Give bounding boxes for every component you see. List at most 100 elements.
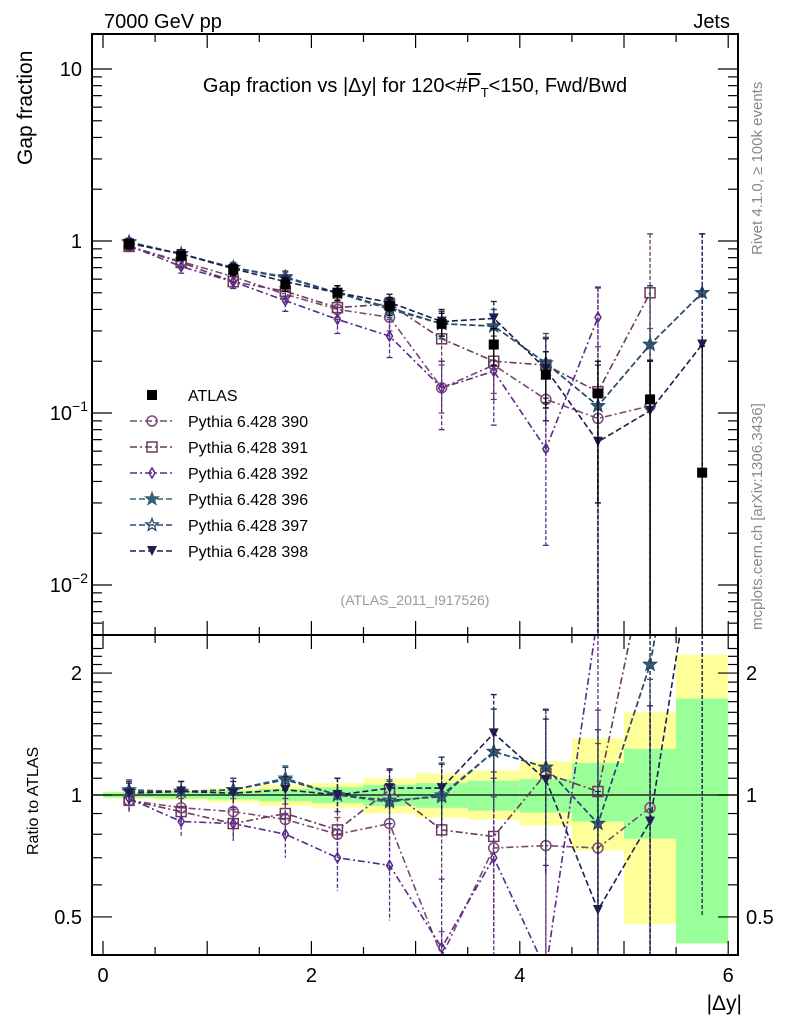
data-point <box>594 310 602 324</box>
data-point <box>697 467 708 478</box>
ratio-series-layer <box>121 634 706 955</box>
ratio-point <box>277 771 294 787</box>
ratio-point <box>281 827 290 841</box>
ratio-point <box>279 807 292 820</box>
legend-marker <box>148 466 156 480</box>
legend: ATLAS Pythia 6.428 390 Pythia 6.428 391 Pyt… <box>130 388 308 561</box>
ratio-point <box>489 851 498 865</box>
legend-label: Pythia 6.428 392 <box>188 466 308 483</box>
series-line <box>128 244 599 451</box>
ratio-point <box>124 788 135 799</box>
ratio-y-tick-label-right: 1 <box>746 785 757 807</box>
data-point <box>645 394 656 405</box>
legend-entry: Pythia 6.428 396 <box>130 490 308 509</box>
x-tick-label: 2 <box>306 965 317 987</box>
ratio-point <box>540 774 551 785</box>
ratio-y-tick-label: 1 <box>71 785 82 807</box>
series-line <box>128 241 703 408</box>
data-point <box>437 381 446 395</box>
legend-label: Pythia 6.428 391 <box>188 440 308 457</box>
ratio-point <box>590 815 606 831</box>
ratio-point <box>385 858 394 872</box>
data-point <box>540 369 551 380</box>
ratio-point <box>592 905 603 916</box>
legend-entry: ATLAS <box>147 388 238 405</box>
series-pythia-6-428-396 <box>121 233 711 635</box>
x-tick-label: 0 <box>97 965 108 987</box>
legend-label: Pythia 6.428 390 <box>188 414 308 431</box>
data-point <box>228 264 239 275</box>
legend-entry: Pythia 6.428 397 <box>130 516 308 535</box>
data-point <box>488 339 499 350</box>
ratio-point <box>645 816 656 827</box>
ratio-point <box>331 824 344 836</box>
main-title: Gap fraction vs |Δy| for 120<#PT<150, Fw… <box>203 75 627 100</box>
y-tick-label: 1 <box>71 231 82 253</box>
ratio-point <box>229 817 238 831</box>
y-axis-label-main: Gap fraction <box>14 51 37 165</box>
header-left: 7000 GeV pp <box>104 11 222 33</box>
ratio-series-pythia-6-428-397 <box>121 634 706 955</box>
ratio-y-tick-label: 2 <box>71 663 82 685</box>
data-point <box>177 260 186 274</box>
main-series-layer <box>121 233 711 636</box>
data-point <box>333 312 342 326</box>
ratio-point <box>333 851 342 865</box>
ratio-point <box>228 788 239 799</box>
data-point <box>176 250 187 261</box>
legend-entry: Pythia 6.428 391 <box>130 440 308 457</box>
ratio-series-pythia-6-428-396 <box>121 634 706 955</box>
legend-marker <box>147 390 157 400</box>
ratio-y-tick-label-right: 0.5 <box>746 907 774 929</box>
ratio-point <box>176 786 187 797</box>
ratio-point <box>488 728 499 739</box>
title-sub: T <box>481 85 489 100</box>
data-point <box>436 318 447 329</box>
data-point <box>697 339 708 350</box>
data-point <box>229 275 238 289</box>
series-line <box>128 245 651 393</box>
title-suffix: <150, Fwd/Bwd <box>489 75 627 97</box>
legend-label: ATLAS <box>188 388 238 405</box>
ratio-point <box>280 784 291 795</box>
ratio-point <box>485 743 502 759</box>
y-tick-label: 10 <box>60 59 82 81</box>
data-point <box>384 300 395 311</box>
x-tick-label: 4 <box>514 965 525 987</box>
analysis-annotation: (ATLAS_2011_I917526) <box>341 592 490 608</box>
legend-marker <box>144 490 160 506</box>
ratio-point <box>177 815 186 828</box>
ratio-y-tick-label-right: 2 <box>746 663 757 685</box>
legend-marker <box>144 516 160 532</box>
mcplots-label: mcplots.cern.ch [arXiv:1306.3436] <box>749 403 766 630</box>
ratio-point <box>437 941 446 955</box>
series-pythia-6-428-397 <box>121 233 711 635</box>
ratio-line <box>129 635 657 826</box>
series-pythia-6-428-392 <box>125 239 602 635</box>
legend-entry: Pythia 6.428 390 <box>130 414 308 431</box>
ratio-line <box>128 635 596 955</box>
ratio-series-pythia-6-428-398 <box>124 634 706 955</box>
rivet-label: Rivet 4.1.0, ≥ 100k events <box>749 82 766 255</box>
ratio-line <box>129 635 681 912</box>
legend-label: Pythia 6.428 397 <box>188 518 308 535</box>
legend-label: Pythia 6.428 398 <box>188 544 308 561</box>
data-point <box>385 329 394 343</box>
data-point <box>331 301 344 314</box>
legend-marker <box>147 546 157 556</box>
series-line <box>128 241 703 408</box>
data-point <box>489 364 498 378</box>
ratio-point <box>642 656 658 672</box>
data-point <box>124 239 135 250</box>
x-axis-label: |Δy| <box>707 992 742 1015</box>
legend-entry: Pythia 6.428 398 <box>130 544 308 561</box>
series-pythia-6-428-398 <box>124 233 708 635</box>
ratio-y-tick-label: 0.5 <box>54 907 82 929</box>
data-point <box>642 336 658 352</box>
series-line <box>128 242 703 443</box>
data-point <box>488 313 499 324</box>
title-prefix: Gap fraction vs |Δy| for 120<# <box>203 75 468 97</box>
y-tick-exponent: −2 <box>72 570 88 586</box>
legend-marker <box>146 415 158 427</box>
data-point <box>592 388 603 399</box>
